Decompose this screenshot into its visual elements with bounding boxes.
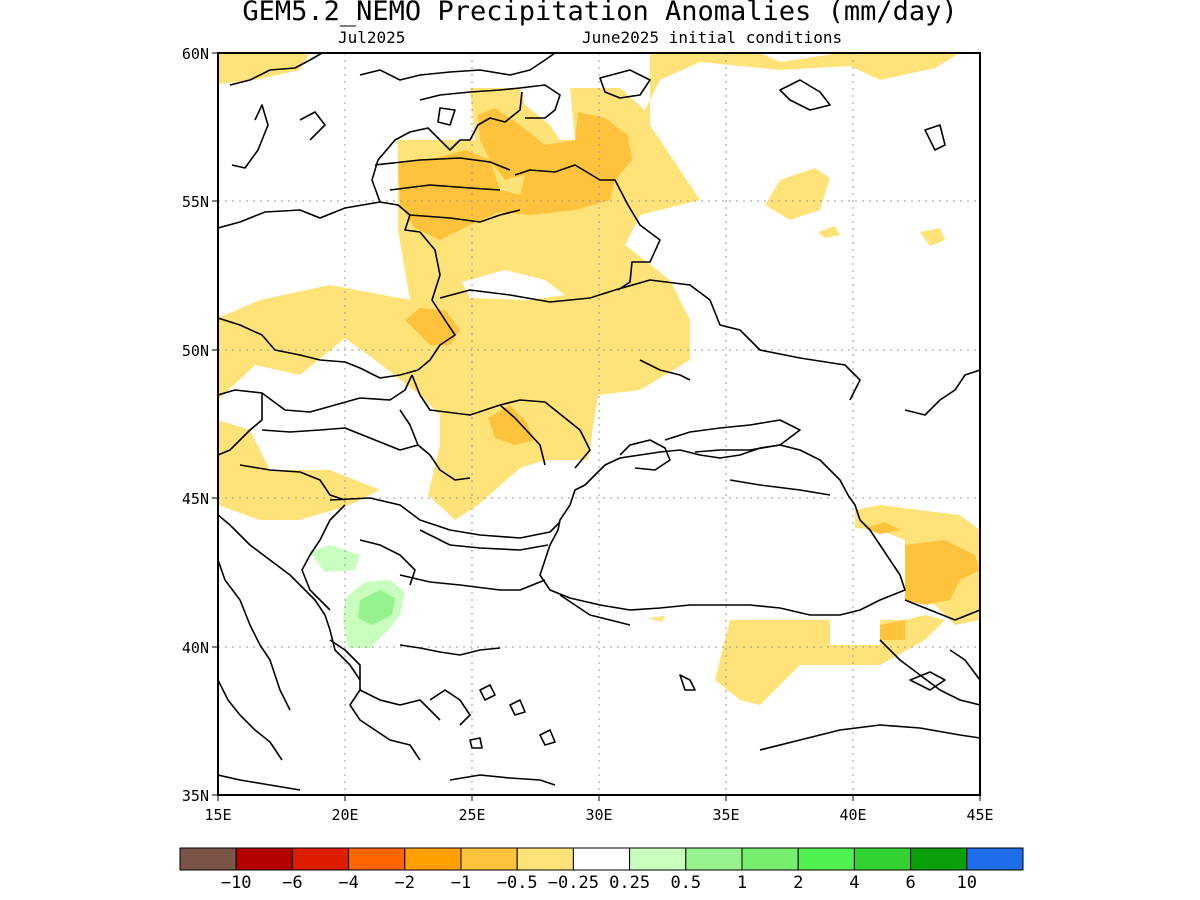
colorbar-swatch: [460, 847, 518, 871]
colorbar-label: 6: [905, 873, 915, 893]
colorbar-swatch: [235, 847, 293, 871]
anomaly-region-caucasus-west: [865, 522, 900, 534]
colorbar-label: −0.25: [548, 873, 599, 893]
colorbar-label: −0.5: [497, 873, 538, 893]
lon-label: 30E: [585, 806, 612, 824]
colorbar-label: 0.25: [609, 873, 650, 893]
colorbar: −10 −6 −4 −2 −1 −0.5 −0.25 0.25 0.5 1 2 4 6 10: [179, 847, 1024, 893]
anomaly-region-estonia: [478, 108, 632, 180]
colorbar-swatch: [966, 847, 1024, 871]
latitude-labels: 60N 55N 50N 45N 40N 35N: [182, 45, 209, 805]
anomaly-region-georgia: [905, 540, 980, 605]
anomaly-region-northwest-corner: [218, 53, 310, 84]
colorbar-label: −10: [221, 873, 252, 893]
colorbar-label: −1: [451, 873, 471, 893]
anomaly-region-turkey-east: [880, 620, 905, 640]
colorbar-swatch: [629, 847, 687, 871]
colorbar-swatch: [685, 847, 743, 871]
colorbar-swatch: [853, 847, 912, 871]
lon-label: 25E: [458, 806, 485, 824]
coastlines-and-borders: [218, 53, 980, 791]
anomaly-shading: [218, 53, 980, 705]
lon-label: 45E: [966, 806, 993, 824]
anomaly-region-anatolia: [715, 615, 945, 705]
graticule: [218, 53, 980, 795]
longitude-labels: 15E 20E 25E 30E 35E 40E 45E: [204, 806, 993, 824]
anomaly-region-poland-east: [405, 308, 460, 345]
anomaly-region-east-spot2: [920, 228, 945, 246]
map-title: GEM5.2_NEMO Precipitation Anomalies (mm/…: [242, 0, 958, 27]
colorbar-label: 4: [849, 873, 859, 893]
lat-label: 50N: [182, 342, 209, 360]
anomaly-region-east-spot1: [818, 226, 840, 238]
axis-ticks: [212, 52, 981, 801]
colorbar-label: 0.5: [670, 873, 701, 893]
colorbar-swatch: [404, 847, 462, 871]
colorbar-label: 1: [737, 873, 747, 893]
colorbar-swatch: [291, 847, 350, 871]
colorbar-label: 2: [793, 873, 803, 893]
lat-label: 40N: [182, 639, 209, 657]
colorbar-swatch: [572, 847, 631, 871]
lat-label: 45N: [182, 490, 209, 508]
anomaly-region-moldova: [488, 405, 535, 445]
colorbar-swatch: [797, 847, 855, 871]
colorbar-swatch: [516, 847, 574, 871]
colorbar-label: 10: [957, 873, 977, 893]
anomaly-region-albania-north: [310, 545, 360, 572]
colorbar-swatch: [179, 847, 237, 871]
lat-label: 55N: [182, 193, 209, 211]
colorbar-label: −4: [338, 873, 358, 893]
lon-label: 40E: [839, 806, 866, 824]
lat-label: 35N: [182, 787, 209, 805]
anomaly-region-anatolia-spot: [648, 616, 665, 622]
colorbar-label: −2: [395, 873, 415, 893]
anomaly-region-west-balkan: [218, 420, 380, 520]
forecast-month: Jul2025: [338, 28, 406, 47]
lon-label: 15E: [204, 806, 231, 824]
anomaly-region-east-patch: [765, 168, 830, 220]
colorbar-swatch: [910, 847, 968, 871]
initial-conditions: June2025 initial conditions: [582, 28, 843, 47]
colorbar-swatch: [348, 847, 406, 871]
colorbar-swatch: [741, 847, 799, 871]
lon-label: 20E: [331, 806, 358, 824]
colorbar-label: −6: [282, 873, 302, 893]
anomaly-region-macedonia: [358, 590, 395, 625]
lat-label: 60N: [182, 45, 209, 63]
lon-label: 35E: [712, 806, 739, 824]
